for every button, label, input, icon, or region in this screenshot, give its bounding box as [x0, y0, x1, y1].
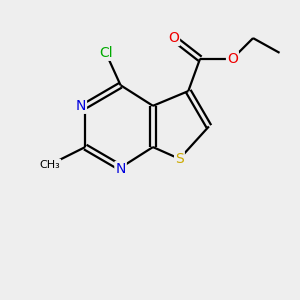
Text: Cl: Cl	[99, 46, 112, 60]
Text: S: S	[175, 152, 184, 166]
Text: O: O	[227, 52, 238, 66]
Text: O: O	[168, 31, 179, 45]
Text: N: N	[76, 99, 86, 113]
Text: N: N	[116, 162, 126, 176]
Text: CH₃: CH₃	[40, 160, 60, 170]
